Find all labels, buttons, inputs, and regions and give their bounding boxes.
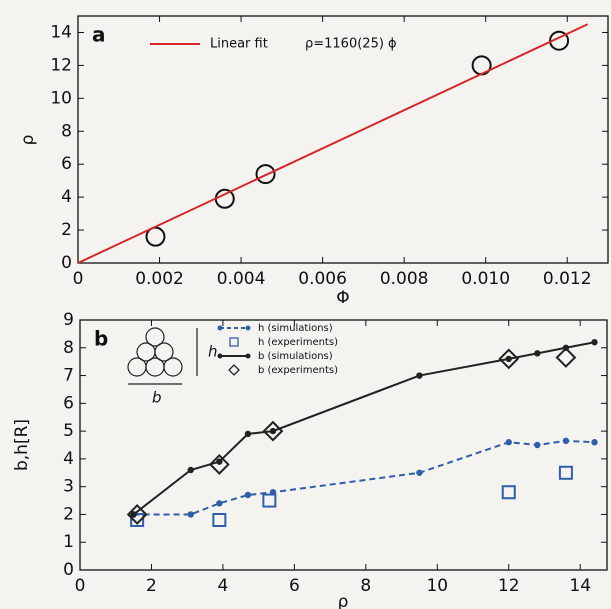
legend-swatch [228,364,240,376]
y-tick-label: 6 [61,154,72,174]
y-tick-label: 4 [61,187,72,207]
x-tick-label: 0.004 [217,269,266,289]
x-tick-label: 0.006 [298,269,347,289]
inset-label: h [208,343,218,361]
data-point [416,469,423,476]
y-tick-label: 1 [63,532,74,552]
series-line [133,439,595,516]
data-point [244,430,252,438]
data-point [416,372,423,379]
data-point [549,30,570,51]
legend-swatch [229,337,239,347]
data-point [505,439,512,446]
x-tick-label: 0.010 [461,269,510,289]
x-tick-label: 14 [569,576,591,596]
data-point [534,441,541,449]
y-tick-label: 6 [63,393,74,413]
data-point [591,439,598,446]
x-tick-label: 10 [426,576,448,596]
inset-diagram [127,327,198,385]
x-tick-label: 8 [360,576,371,596]
data-point [187,511,194,518]
data-point [262,493,277,508]
y-axis-label: ρ [18,135,38,146]
panel-label: b [94,327,108,351]
data-point [212,513,227,527]
inset-label: b [152,389,162,407]
legend-label: b (simulations) [258,351,333,362]
y-tick-label: 14 [50,22,72,42]
data-point [505,355,512,363]
y-tick-label: 3 [63,477,74,497]
x-tick-label: 0 [73,269,84,289]
data-point [262,420,284,442]
y-tick-label: 5 [63,421,74,441]
fit-annotation: ρ=1160(25) ϕ [305,37,397,52]
y-tick-label: 0 [61,253,72,273]
y-tick-label: 9 [63,310,74,330]
data-point [208,454,230,475]
series-line [77,23,589,264]
data-point [269,427,277,435]
data-point [562,437,570,445]
x-axis-label: Φ [336,288,349,308]
y-tick-label: 8 [63,338,74,358]
x-tick-label: 0.002 [135,269,184,289]
data-point [534,350,541,357]
data-point [558,465,573,480]
data-point [126,504,148,525]
y-tick-label: 2 [61,220,72,240]
x-tick-label: 0 [75,576,86,596]
legend-swatch [245,353,251,359]
x-tick-label: 12 [498,576,520,596]
legend-label: b (experiments) [258,365,338,376]
legend-swatch [217,325,223,331]
y-tick-label: 7 [63,366,74,386]
legend-label: Linear fit [210,37,268,52]
data-point [498,348,520,370]
y-tick-label: 10 [50,88,72,108]
data-point [216,458,223,465]
legend-swatch [245,325,251,331]
data-point [214,188,235,209]
x-axis-label: ρ [338,592,349,609]
x-tick-label: 2 [146,576,157,596]
series-line [132,341,595,516]
y-tick-label: 4 [63,449,74,469]
plot-frame-a [77,15,609,264]
data-point [187,466,194,474]
y-axis-label: b,h[R] [12,419,32,471]
legend-label: h (simulations) [258,323,333,334]
data-point [591,339,598,346]
panel-label: a [92,23,106,47]
plot-frame-b [79,319,608,571]
data-point [130,513,145,527]
legend-label: h (experiments) [258,337,338,348]
x-tick-label: 0.012 [543,269,592,289]
data-point [255,164,276,185]
data-point [216,500,223,507]
y-tick-label: 2 [63,504,74,524]
x-tick-label: 0.008 [380,269,429,289]
x-tick-label: 4 [218,576,229,596]
y-tick-label: 0 [63,560,74,580]
x-tick-label: 6 [289,576,300,596]
data-point [501,485,516,500]
data-point [130,511,137,518]
data-point [244,491,252,499]
data-point [555,347,577,368]
y-tick-label: 12 [50,55,72,75]
legend-swatch [217,353,223,359]
y-tick-label: 8 [61,121,72,141]
